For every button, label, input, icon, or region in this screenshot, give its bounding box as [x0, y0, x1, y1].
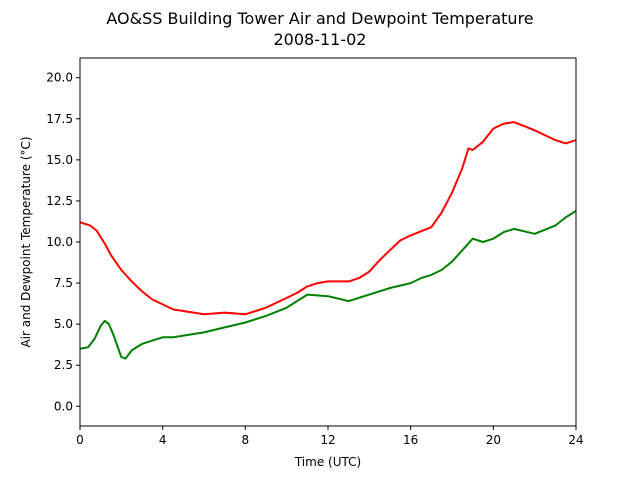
y-tick-label: 7.5	[54, 276, 73, 290]
y-tick-label: 5.0	[54, 317, 73, 331]
y-tick-label: 2.5	[54, 358, 73, 372]
y-axis: 0.0 2.5 5.0 7.5 10.0 12.5 15.0 17.5 20.0	[46, 71, 80, 413]
y-tick-label: 20.0	[46, 71, 73, 85]
x-axis: 0 4 8 12 16 20 24	[76, 426, 584, 447]
x-axis-label: Time (UTC)	[294, 455, 361, 469]
y-axis-label: Air and Dewpoint Temperature (°C)	[19, 136, 33, 347]
air-temperature-line	[79, 121, 577, 316]
x-tick-label: 12	[320, 433, 335, 447]
x-tick-label: 24	[568, 433, 583, 447]
chart-title: AO&SS Building Tower Air and Dewpoint Te…	[106, 9, 533, 28]
dewpoint-temperature-line	[79, 209, 577, 360]
y-tick-label: 17.5	[46, 112, 73, 126]
chart-subtitle: 2008-11-02	[274, 30, 367, 49]
y-tick-label: 15.0	[46, 153, 73, 167]
x-tick-label: 20	[486, 433, 501, 447]
y-tick-label: 0.0	[54, 399, 73, 413]
y-tick-label: 10.0	[46, 235, 73, 249]
plot-frame	[79, 57, 577, 427]
x-tick-label: 16	[403, 433, 418, 447]
y-tick-label: 12.5	[46, 194, 73, 208]
x-tick-label: 4	[159, 433, 167, 447]
plot-lines	[79, 121, 577, 360]
x-tick-label: 0	[76, 433, 84, 447]
x-tick-label: 8	[242, 433, 250, 447]
